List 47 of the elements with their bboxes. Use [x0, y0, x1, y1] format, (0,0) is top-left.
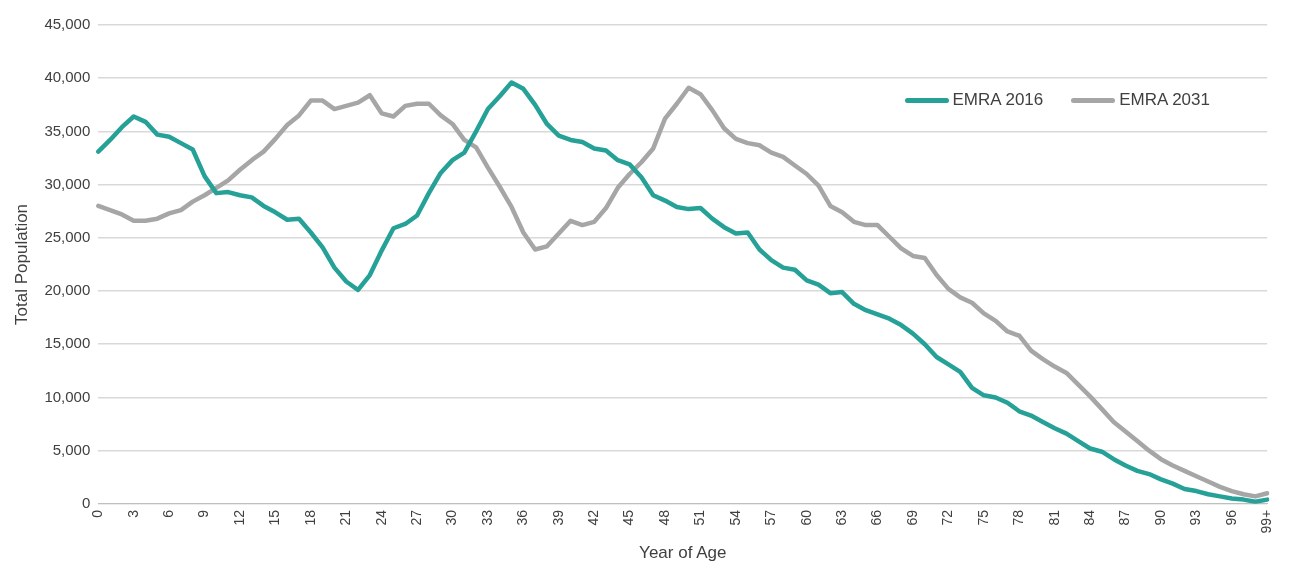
y-axis-title: Total Population — [11, 203, 31, 325]
legend-label: EMRA 2016 — [952, 90, 1044, 110]
x-tick-label: 72 — [939, 509, 956, 526]
x-tick-label: 57 — [762, 509, 779, 526]
x-tick-label: 0 — [89, 509, 106, 518]
x-tick-label: 45 — [620, 509, 637, 526]
x-tick-label: 33 — [478, 509, 495, 526]
legend-label: EMRA 2031 — [1119, 90, 1210, 110]
x-tick-label: 51 — [691, 509, 708, 526]
y-tick-label: 5,000 — [52, 440, 91, 458]
x-tick-label: 30 — [443, 509, 460, 526]
x-tick-label: 66 — [868, 509, 885, 526]
x-tick-label: 39 — [549, 509, 566, 526]
x-tick-label: 69 — [903, 509, 920, 526]
x-tick-label: 18 — [301, 509, 318, 526]
x-tick-label: 42 — [585, 509, 602, 526]
x-tick-label: 87 — [1116, 509, 1133, 526]
x-tick-label: 84 — [1080, 509, 1097, 526]
x-tick-label: 90 — [1151, 509, 1168, 526]
x-tick-label: 54 — [726, 509, 743, 526]
x-tick-label: 21 — [337, 509, 354, 526]
y-tick-label: 10,000 — [44, 387, 91, 405]
x-tick-label: 24 — [372, 509, 389, 526]
y-tick-label: 25,000 — [44, 227, 91, 245]
x-tick-label: 6 — [159, 509, 176, 518]
x-tick-label: 81 — [1045, 509, 1062, 526]
y-tick-label: 35,000 — [44, 121, 91, 139]
y-tick-label: 40,000 — [44, 68, 91, 86]
x-tick-label: 99+ — [1258, 509, 1275, 534]
y-tick-label: 20,000 — [44, 281, 91, 299]
y-tick-label: 15,000 — [44, 334, 91, 352]
x-tick-label: 96 — [1222, 509, 1239, 526]
y-tick-label: 30,000 — [44, 174, 91, 192]
x-tick-label: 15 — [266, 509, 283, 526]
x-tick-label: 93 — [1187, 509, 1204, 526]
x-tick-label: 75 — [974, 509, 991, 526]
x-tick-label: 9 — [195, 509, 212, 518]
x-tick-label: 12 — [230, 509, 247, 526]
y-tick-label: 45,000 — [44, 15, 91, 33]
x-tick-label: 48 — [655, 509, 672, 526]
x-tick-label: 60 — [797, 509, 814, 526]
x-tick-label: 63 — [833, 509, 849, 526]
x-axis-title: Year of Age — [639, 543, 727, 563]
x-tick-label: 27 — [407, 509, 424, 526]
x-tick-label: 3 — [124, 509, 141, 518]
x-tick-label: 78 — [1010, 509, 1027, 526]
x-tick-label: 36 — [514, 509, 531, 526]
